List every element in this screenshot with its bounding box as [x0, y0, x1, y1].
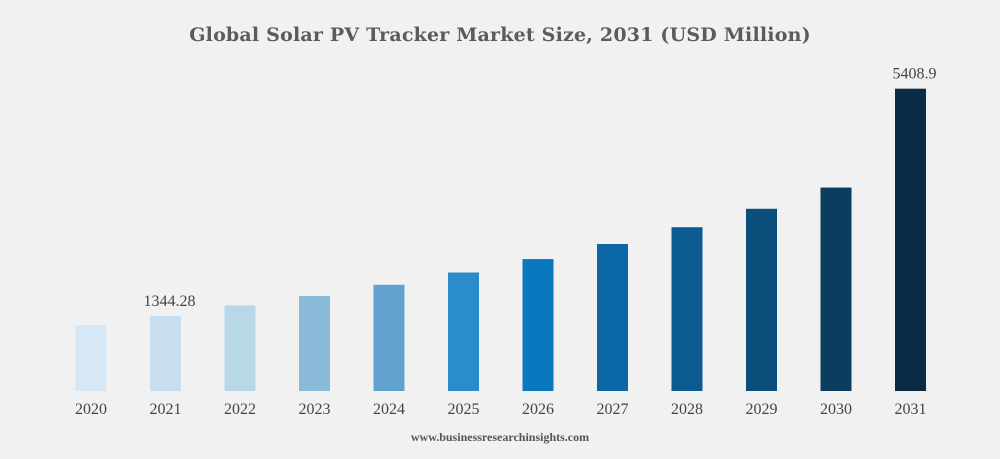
- x-tick-label-2029: 2029: [746, 401, 778, 418]
- data-label-2031: 5408.9: [893, 66, 937, 83]
- bar-2020: [75, 325, 107, 391]
- bar-2024: [373, 284, 405, 391]
- x-tick-label-2022: 2022: [224, 401, 256, 418]
- bar-2028: [671, 227, 703, 391]
- bar-2026: [522, 259, 554, 391]
- x-tick-label-2023: 2023: [299, 401, 331, 418]
- bar-2021: [150, 315, 181, 391]
- bar-2025: [448, 272, 479, 391]
- bar-2031: [895, 88, 926, 391]
- x-tick-label-2030: 2030: [820, 401, 852, 418]
- x-tick-label-2024: 2024: [373, 401, 405, 418]
- bar-2023: [299, 295, 330, 391]
- x-tick-label-2031: 2031: [895, 401, 927, 418]
- watermark: www.businessresearchinsights.com: [410, 430, 590, 444]
- bar-2030: [820, 187, 852, 391]
- x-tick-label-2025: 2025: [448, 401, 480, 418]
- bar-2022: [224, 305, 256, 391]
- bar-2029: [746, 208, 777, 391]
- x-tick-label-2028: 2028: [671, 401, 703, 418]
- chart-title: Global Solar PV Tracker Market Size, 203…: [189, 24, 811, 46]
- bar-2027: [597, 244, 628, 391]
- x-tick-label-2021: 2021: [150, 401, 182, 418]
- x-tick-label-2026: 2026: [522, 401, 554, 418]
- x-tick-label-2020: 2020: [75, 401, 107, 418]
- data-label-2021: 1344.28: [144, 293, 196, 310]
- x-tick-label-2027: 2027: [597, 401, 629, 418]
